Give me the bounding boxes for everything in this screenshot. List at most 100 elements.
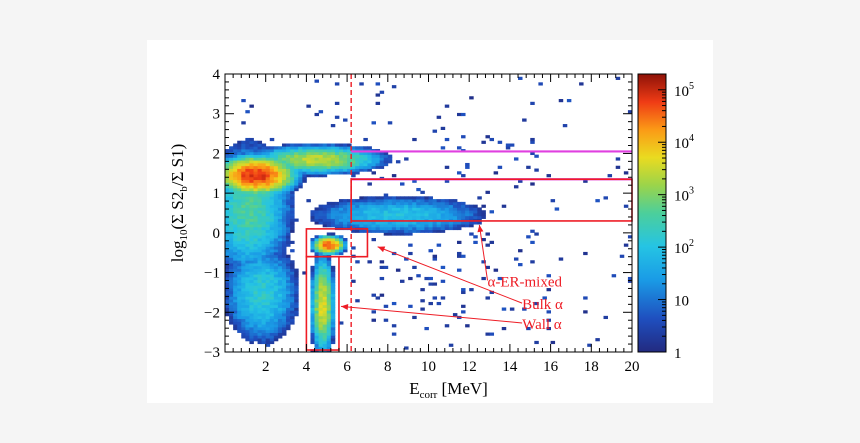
heatmap-cell	[225, 201, 230, 206]
heatmap-cell	[265, 221, 271, 225]
heatmap-cell	[249, 243, 254, 247]
heatmap-cell	[530, 229, 535, 233]
heatmap-cell	[623, 171, 629, 175]
heatmap-cell	[330, 154, 336, 158]
heatmap-cell	[281, 254, 287, 258]
heatmap-cell	[481, 140, 486, 144]
heatmap-cell	[371, 157, 376, 161]
heatmap-cell	[273, 299, 279, 303]
heatmap-cell	[225, 307, 230, 311]
heatmap-cell	[257, 315, 263, 320]
heatmap-cell	[322, 282, 328, 286]
heatmap-cell	[265, 185, 271, 189]
heatmap-cell	[424, 213, 429, 217]
heatmap-cell	[355, 221, 360, 225]
heatmap-cell	[326, 315, 332, 320]
heatmap-cell	[395, 226, 401, 231]
heatmap-cell	[420, 196, 425, 200]
heatmap-cell	[432, 201, 438, 206]
heatmap-cell	[261, 215, 267, 219]
heatmap-cell	[579, 82, 584, 86]
heatmap-cell	[269, 179, 275, 183]
heatmap-cell	[330, 274, 336, 278]
heatmap-cell	[286, 187, 291, 192]
heatmap-cell	[322, 263, 328, 267]
heatmap-cell	[461, 304, 466, 308]
heatmap-cell	[318, 213, 324, 217]
heatmap-cell	[245, 162, 250, 167]
heatmap-cell	[261, 229, 267, 233]
heatmap-cell	[249, 254, 254, 258]
heatmap-cell	[273, 149, 279, 153]
heatmap-cell	[408, 215, 413, 219]
heatmap-cell	[249, 271, 254, 275]
heatmap-cell	[408, 210, 413, 214]
heatmap-cell	[245, 271, 250, 275]
heatmap-cell	[237, 221, 242, 225]
heatmap-cell	[281, 179, 287, 183]
heatmap-cell	[465, 213, 470, 217]
heatmap-cell	[294, 182, 299, 186]
heatmap-cell	[326, 146, 332, 150]
heatmap-cell	[367, 151, 372, 156]
heatmap-cell	[253, 268, 258, 272]
heatmap-cell	[477, 221, 482, 225]
heatmap-cell	[318, 315, 324, 320]
heatmap-cell	[286, 313, 291, 317]
heatmap-cell	[249, 165, 254, 169]
heatmap-cell	[277, 149, 283, 153]
heatmap-cell	[277, 318, 283, 322]
heatmap-cell	[241, 293, 246, 297]
heatmap-cell	[241, 196, 246, 200]
heatmap-cell	[257, 335, 263, 339]
heatmap-cell	[257, 285, 263, 289]
heatmap-cell	[371, 213, 376, 217]
heatmap-cell	[290, 301, 295, 306]
heatmap-cell	[261, 143, 267, 147]
heatmap-cell	[261, 271, 267, 275]
heatmap-cell	[241, 313, 246, 317]
heatmap-cell	[416, 224, 421, 228]
heatmap-cell	[261, 321, 267, 325]
heatmap-cell	[237, 285, 242, 289]
heatmap-cell	[277, 254, 283, 258]
heatmap-cell	[253, 304, 258, 308]
heatmap-cell	[416, 274, 421, 278]
heatmap-cell	[269, 335, 275, 339]
heatmap-cell	[440, 215, 446, 219]
heatmap-cell	[237, 282, 242, 286]
heatmap-cell	[440, 126, 446, 130]
heatmap-cell	[269, 299, 275, 303]
heatmap-cell	[404, 224, 409, 228]
heatmap-cell	[294, 157, 299, 161]
heatmap-cell	[253, 257, 258, 261]
heatmap-cell	[241, 171, 246, 175]
heatmap-cell	[269, 182, 275, 186]
heatmap-cell	[269, 265, 275, 269]
heatmap-cell	[269, 149, 275, 153]
heatmap-cell	[310, 301, 315, 306]
heatmap-cell	[363, 162, 368, 167]
heatmap-cell	[436, 226, 442, 231]
heatmap-cell	[351, 215, 356, 219]
heatmap-cell	[237, 193, 242, 197]
heatmap-cell	[273, 285, 279, 289]
heatmap-cell	[233, 221, 238, 225]
heatmap-cell	[432, 210, 438, 214]
heatmap-cell	[257, 246, 263, 250]
heatmap-cell	[456, 254, 462, 258]
heatmap-cell	[225, 232, 230, 236]
heatmap-cell	[326, 338, 332, 342]
heatmap-cell	[233, 179, 238, 183]
heatmap-cell	[277, 207, 283, 211]
heatmap-cell	[277, 321, 283, 325]
heatmap-cell	[241, 221, 246, 225]
heatmap-cell	[294, 218, 299, 222]
heatmap-cell	[371, 171, 376, 175]
heatmap-cell	[277, 296, 283, 300]
heatmap-cell	[412, 226, 417, 231]
heatmap-cell	[522, 118, 527, 122]
heatmap-cell	[326, 335, 332, 339]
